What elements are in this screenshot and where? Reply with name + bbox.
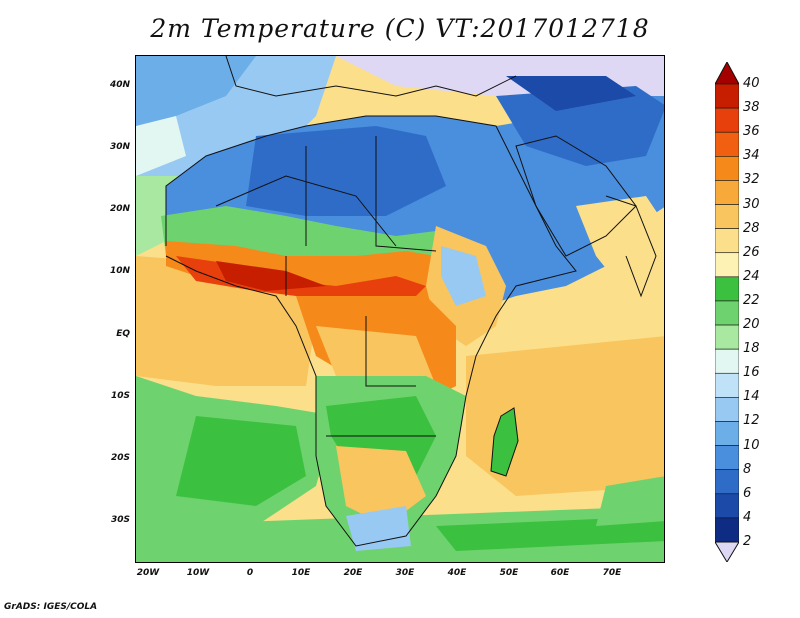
colorbar-cell bbox=[715, 156, 739, 181]
colorbar bbox=[715, 62, 739, 562]
east-highlands bbox=[441, 246, 486, 306]
colorbar-tick-label: 8 bbox=[743, 461, 752, 477]
lon-label: 70E bbox=[602, 568, 622, 578]
lon-label: 30E bbox=[395, 568, 415, 578]
colorbar-tick-label: 24 bbox=[743, 268, 760, 284]
lat-label: EQ bbox=[116, 329, 130, 339]
colorbar-cell bbox=[715, 324, 739, 350]
temperature-map bbox=[135, 55, 665, 563]
coastline-africa bbox=[165, 115, 577, 547]
colorbar-cell bbox=[715, 493, 739, 519]
sahel-hot-core bbox=[216, 261, 326, 291]
lat-label: 20N bbox=[109, 204, 130, 214]
ocean-south-green-2 bbox=[176, 416, 306, 506]
lon-label: 10E bbox=[291, 568, 311, 578]
colorbar-cell bbox=[715, 300, 739, 326]
colorbar-tick-label: 20 bbox=[743, 317, 760, 333]
colorbar-cell bbox=[715, 517, 739, 543]
lon-label: 50E bbox=[499, 568, 519, 578]
colorbar-tick-label: 14 bbox=[743, 389, 760, 405]
map-canvas bbox=[136, 56, 664, 562]
colorbar-cell bbox=[715, 107, 739, 133]
coast-india bbox=[605, 195, 657, 298]
south-tip bbox=[346, 506, 411, 551]
colorbar-cell bbox=[715, 204, 739, 229]
lat-label: 10N bbox=[109, 266, 130, 276]
colorbar-tick-label: 4 bbox=[743, 509, 752, 525]
colorbar-top-arrow bbox=[715, 62, 739, 85]
colorbar-tick-label: 30 bbox=[743, 196, 760, 212]
colorbar-cell bbox=[715, 252, 739, 278]
colorbar-tick-label: 32 bbox=[743, 172, 760, 188]
ocean-warm-band-east bbox=[466, 336, 664, 496]
atlantic-north-2 bbox=[136, 56, 256, 126]
colorbar-tick-label: 6 bbox=[743, 485, 752, 501]
border-5 bbox=[365, 316, 416, 387]
lon-label: 20E bbox=[343, 568, 363, 578]
lon-label: 40E bbox=[447, 568, 467, 578]
colorbar-cell bbox=[715, 372, 739, 398]
colorbar-tick-label: 36 bbox=[743, 124, 760, 140]
atlantic-pale bbox=[136, 116, 186, 176]
coast-madagascar bbox=[490, 407, 519, 477]
colorbar-tick-label: 38 bbox=[743, 100, 760, 116]
colorbar-tick-label: 2 bbox=[743, 534, 752, 549]
colorbar-cell bbox=[715, 228, 739, 254]
land-north-2 bbox=[246, 126, 446, 216]
madagascar bbox=[491, 408, 518, 476]
colorbar-tick-label: 10 bbox=[743, 437, 760, 453]
colorbar-tick-label: 34 bbox=[743, 148, 760, 164]
colorbar-bottom-arrow bbox=[715, 541, 739, 562]
south-warm bbox=[336, 446, 426, 526]
coast-arabia bbox=[515, 135, 637, 257]
colorbar-cell bbox=[715, 276, 739, 302]
lon-label: 60E bbox=[550, 568, 570, 578]
colorbar-tick-label: 12 bbox=[743, 413, 760, 429]
colorbar-tick-label: 16 bbox=[743, 365, 760, 381]
snow-region bbox=[336, 56, 664, 126]
lon-label: 20W bbox=[136, 568, 160, 578]
colorbar-cell bbox=[715, 469, 739, 495]
colorbar-cell bbox=[715, 348, 739, 374]
colorbar-cell bbox=[715, 421, 739, 446]
lat-label: 20S bbox=[110, 453, 130, 463]
colorbar-tick-label: 22 bbox=[743, 292, 760, 308]
colorbar-tick-label: 40 bbox=[743, 76, 760, 91]
footer-credit: GrADS: IGES/COLA bbox=[4, 602, 98, 612]
colorbar-cell bbox=[715, 180, 739, 205]
land-mideast bbox=[496, 86, 664, 166]
coast-europe bbox=[225, 56, 517, 97]
colorbar-cell bbox=[715, 131, 739, 157]
page-title: 2m Temperature (C) VT:2017012718 bbox=[150, 14, 650, 43]
lon-label: 0 bbox=[246, 568, 254, 578]
colorbar-cell bbox=[715, 83, 739, 109]
colorbar-tick-label: 26 bbox=[743, 244, 760, 260]
lon-label: 10W bbox=[186, 568, 210, 578]
land-mideast-dark bbox=[506, 76, 636, 111]
colorbar-tick-label: 18 bbox=[743, 341, 760, 357]
colorbar-cell bbox=[715, 445, 739, 470]
colorbar-tick-label: 28 bbox=[743, 220, 760, 236]
ocean-east-green bbox=[596, 476, 664, 526]
lat-label: 40N bbox=[109, 80, 130, 90]
lat-label: 30S bbox=[110, 515, 130, 525]
border-3 bbox=[375, 136, 437, 252]
colorbar-cell bbox=[715, 397, 739, 422]
lat-label: 30N bbox=[109, 142, 130, 152]
lat-label: 10S bbox=[110, 391, 130, 401]
india bbox=[576, 196, 664, 306]
